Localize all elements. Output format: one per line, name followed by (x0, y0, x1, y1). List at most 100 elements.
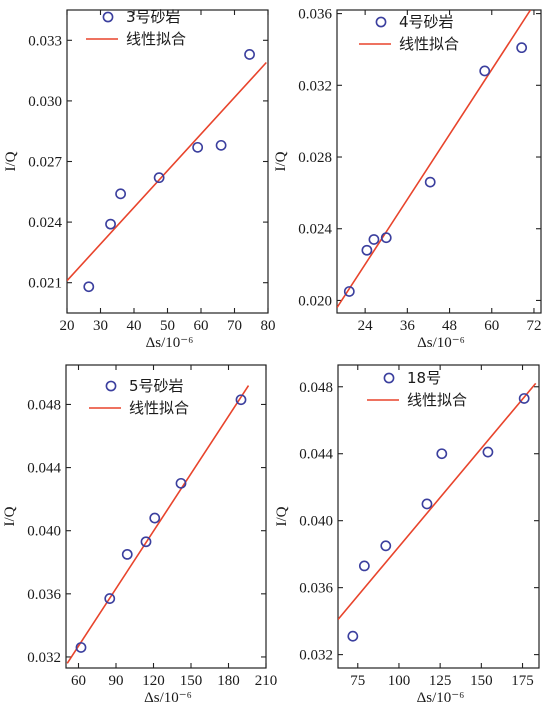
y-tick-label: 0.024 (28, 215, 62, 231)
x-tick-label: 150 (470, 673, 493, 689)
data-point (424, 176, 436, 188)
chart-panel-1: 20 30 40 50 60 70 80 0.021 0.024 0.027 0.030 0.033 Δ… (3, 8, 276, 351)
x-tick-label: 90 (109, 673, 124, 689)
x-tick-label: 40 (127, 318, 142, 334)
y-tick-label: 0.032 (299, 648, 333, 664)
data-point (235, 394, 247, 406)
x-tick-label: 50 (160, 318, 175, 334)
x-tick-label: 100 (388, 673, 411, 689)
fit-line (337, 10, 532, 309)
chart-panel-3: 60 90 120 150 180 210 0.032 0.036 0.040 0.044 0.04… (2, 364, 278, 706)
y-tick-label: 0.021 (28, 276, 62, 292)
legend-marker (102, 11, 114, 23)
x-axis-label: Δs/10⁻⁶ (146, 335, 194, 351)
legend-marker (383, 372, 395, 384)
fit-line (66, 385, 250, 664)
x-tick-label: 60 (71, 673, 86, 689)
fit-line (338, 382, 537, 620)
y-tick-label: 0.040 (299, 514, 333, 530)
data-point (175, 477, 187, 489)
y-tick-label: 0.044 (299, 447, 333, 463)
legend-fit-label: 线性拟合 (399, 35, 459, 53)
data-point (153, 172, 165, 184)
legend-marker (375, 16, 387, 28)
data-point (347, 630, 359, 642)
data-point (380, 232, 392, 244)
x-tick-label: 20 (60, 318, 75, 334)
data-point (83, 281, 95, 293)
data-point (436, 448, 448, 460)
y-tick-label: 0.033 (28, 33, 62, 49)
y-tick-label: 0.020 (298, 293, 332, 309)
plot-frame (337, 364, 540, 669)
x-axis-label: Δs/10⁻⁶ (417, 335, 465, 351)
legend-series-label: 18号 (407, 369, 441, 387)
fit-line (67, 61, 267, 282)
y-tick-label: 0.030 (28, 94, 62, 110)
data-point (516, 42, 528, 54)
x-tick-label: 60 (484, 318, 499, 334)
plot-frame (66, 9, 269, 314)
y-tick-label: 0.044 (27, 461, 61, 477)
data-point (192, 141, 204, 153)
legend-fit-label: 线性拟合 (407, 391, 467, 409)
x-axis-label: Δs/10⁻⁶ (144, 690, 192, 706)
x-tick-label: 60 (194, 318, 209, 334)
data-point (479, 65, 491, 77)
y-axis-label: I/Q (3, 151, 19, 171)
data-point (244, 49, 255, 60)
legend-series-label: 4号砂岩 (399, 13, 454, 31)
x-tick-label: 125 (429, 673, 452, 689)
plot-frame (336, 9, 542, 314)
data-point (361, 244, 373, 256)
plot-frame (65, 364, 267, 669)
x-tick-label: 70 (227, 318, 242, 334)
data-point (421, 498, 433, 510)
y-tick-label: 0.032 (27, 650, 61, 666)
y-axis-label: I/Q (273, 151, 289, 171)
y-tick-label: 0.048 (299, 380, 333, 396)
x-axis-label: Δs/10⁻⁶ (417, 690, 465, 706)
legend-fit-label: 线性拟合 (126, 30, 186, 48)
x-tick-label: 175 (511, 673, 534, 689)
y-tick-label: 0.024 (298, 222, 332, 238)
y-tick-label: 0.032 (298, 78, 332, 94)
x-tick-label: 48 (442, 318, 457, 334)
data-point (149, 512, 161, 524)
legend-series-label: 3号砂岩 (126, 8, 181, 26)
data-point (75, 642, 87, 653)
x-tick-label: 75 (350, 673, 365, 689)
y-tick-label: 0.036 (27, 587, 61, 603)
x-tick-label: 72 (526, 318, 541, 334)
x-tick-label: 80 (261, 318, 276, 334)
data-point (368, 234, 380, 245)
x-tick-label: 30 (93, 318, 108, 334)
x-tick-label: 24 (358, 318, 374, 334)
y-tick-label: 0.048 (27, 397, 61, 413)
data-point (215, 139, 227, 151)
y-tick-label: 0.040 (27, 524, 61, 540)
y-tick-label: 0.028 (298, 150, 332, 166)
data-point (104, 593, 116, 604)
chart-panel-4: 75 100 125 150 175 0.032 0.036 0.040 0.044 0.048 Δ… (274, 364, 540, 706)
data-point (140, 536, 152, 548)
y-tick-label: 0.036 (298, 7, 332, 23)
x-tick-label: 180 (217, 673, 240, 689)
legend-series-label: 5号砂岩 (129, 377, 184, 395)
legend-fit-label: 线性拟合 (129, 399, 189, 417)
x-tick-label: 210 (255, 673, 278, 689)
chart-panel-2: 24 36 48 60 72 0.020 0.024 0.028 0.032 0.036 Δs/10… (273, 7, 542, 351)
y-axis-label: I/Q (274, 506, 290, 526)
data-point (380, 540, 392, 552)
y-tick-label: 0.027 (28, 155, 62, 171)
data-point (482, 446, 494, 458)
data-point (115, 188, 126, 200)
data-point (105, 218, 116, 230)
y-tick-label: 0.036 (299, 581, 333, 597)
x-tick-label: 36 (400, 318, 416, 334)
y-axis-label: I/Q (2, 506, 18, 526)
data-point (343, 286, 355, 297)
legend-marker (105, 380, 117, 392)
data-point (121, 548, 133, 560)
